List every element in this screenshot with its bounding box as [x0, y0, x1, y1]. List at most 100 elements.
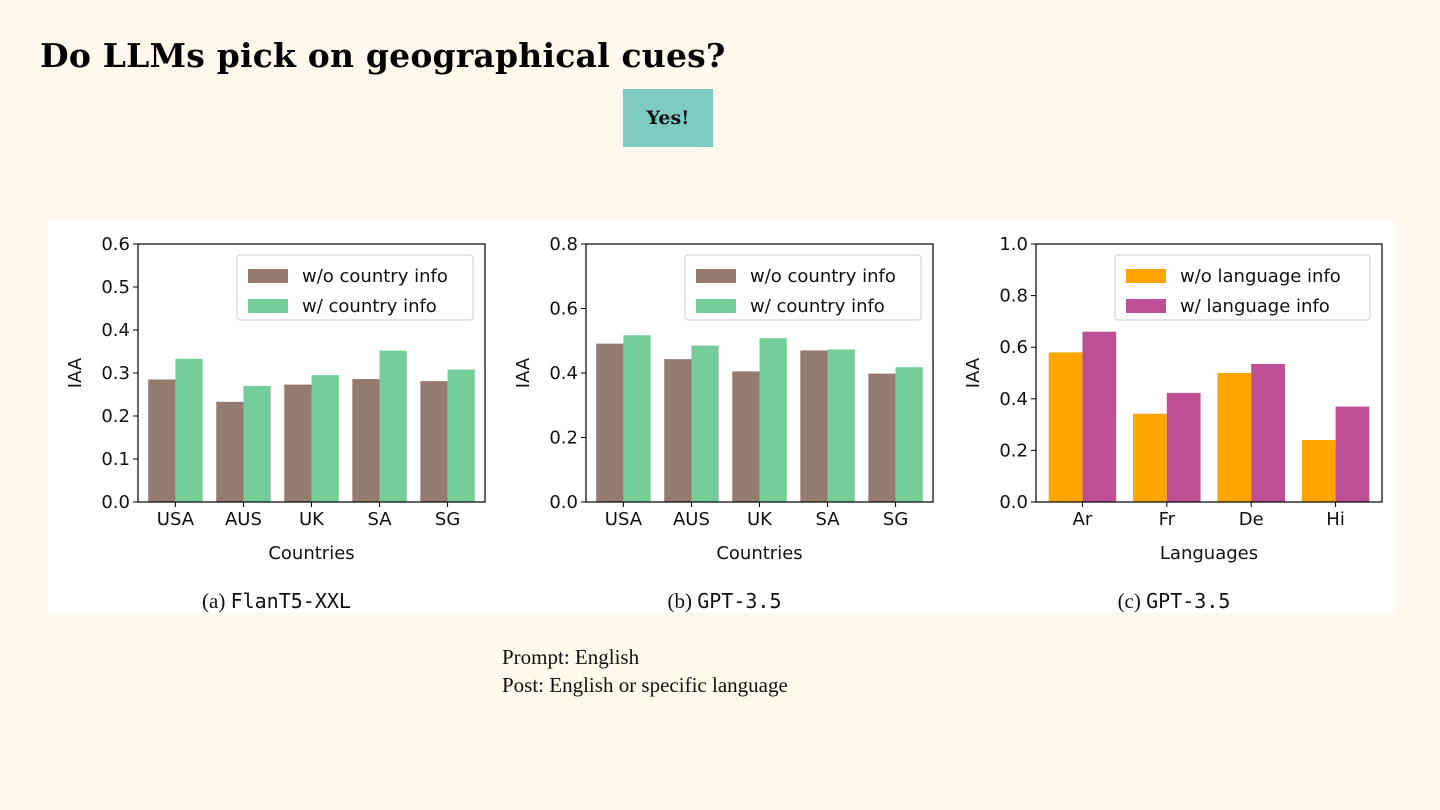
bar-fr-series-1 — [1133, 413, 1167, 502]
bar-ar-series-2 — [1082, 331, 1117, 502]
caption-prefix: (c) — [1118, 589, 1147, 613]
slide-title: Do LLMs pick on geographical cues? — [40, 36, 726, 75]
legend-label: w/ country info — [302, 296, 437, 317]
y-tick-label: 0.6 — [101, 234, 130, 255]
plot-frame — [137, 243, 486, 503]
y-axis-label: IAA — [513, 357, 534, 388]
subfigure-caption: (a) FlanT5-XXL — [202, 589, 351, 613]
chart-1: USA AUS UK SA SG 0.0 0.1 0.2 0.3 0.4 0.5 0.6 Countri… — [65, 234, 486, 613]
legend-label: w/ country info — [750, 296, 885, 317]
bar-usa-series-2 — [175, 358, 203, 502]
bar-hi-series-1 — [1301, 440, 1336, 502]
plot-frame — [1035, 243, 1383, 503]
x-tick-label: AUS — [673, 509, 710, 530]
x-axis-label: Languages — [1160, 543, 1258, 564]
y-tick-label: 1.0 — [999, 234, 1028, 255]
bar-de-series-2 — [1251, 363, 1285, 502]
legend-swatch — [1126, 299, 1166, 313]
legend-label: w/o language info — [1180, 266, 1341, 287]
bar-uk-series-2 — [759, 338, 787, 502]
y-tick-label: 0.2 — [101, 406, 130, 427]
caption-prefix: (b) — [667, 589, 697, 613]
legend-label: w/o country info — [750, 266, 896, 287]
chart-2: USA AUS UK SA SG 0.0 0.2 0.4 0.6 0.8 Countries IAA w… — [513, 234, 934, 613]
x-tick-label: UK — [299, 509, 325, 530]
legend-box — [684, 254, 922, 321]
charts-figure: USA AUS UK SA SG 0.0 0.1 0.2 0.3 0.4 0.5 0.6 Countri… — [65, 234, 1383, 613]
bar-uk-series-1 — [732, 371, 760, 502]
x-tick-label: Ar — [1073, 509, 1093, 530]
bar-aus-series-1 — [664, 359, 692, 502]
bar-hi-series-2 — [1335, 406, 1370, 502]
bar-aus-series-2 — [691, 345, 719, 502]
y-tick-label: 0.0 — [101, 492, 130, 513]
bar-usa-series-1 — [596, 343, 624, 502]
bar-sa-series-1 — [800, 350, 828, 502]
prompt-note: Prompt: English — [502, 645, 640, 669]
caption-model: FlanT5-XXL — [231, 589, 351, 613]
x-tick-label: SG — [883, 509, 908, 530]
y-tick-label: 0.0 — [549, 492, 578, 513]
bar-sg-series-2 — [447, 369, 475, 502]
figure-panel: USA AUS UK SA SG 0.0 0.1 0.2 0.3 0.4 0.5 0.6 Countri… — [48, 220, 1394, 613]
x-tick-label: SA — [816, 509, 841, 530]
subfigure-caption: (c) GPT-3.5 — [1118, 589, 1231, 613]
notes: Prompt: English Post: English or specifi… — [502, 643, 788, 699]
legend-label: w/ language info — [1180, 296, 1330, 317]
bar-fr-series-2 — [1166, 392, 1201, 502]
y-tick-label: 0.3 — [101, 363, 130, 384]
post-note: Post: English or specific language — [502, 673, 788, 697]
caption-prefix: (a) — [202, 589, 231, 613]
legend-label: w/o country info — [302, 266, 448, 287]
y-tick-label: 0.0 — [999, 492, 1028, 513]
y-tick-label: 0.1 — [101, 449, 130, 470]
x-tick-label: SA — [368, 509, 393, 530]
x-tick-label: Hi — [1326, 509, 1345, 530]
x-tick-label: SG — [435, 509, 460, 530]
caption-model: GPT-3.5 — [697, 589, 781, 613]
y-tick-label: 0.6 — [999, 337, 1028, 358]
x-tick-label: USA — [605, 509, 643, 530]
legend-swatch — [248, 299, 288, 313]
y-tick-label: 0.8 — [549, 234, 578, 255]
y-tick-label: 0.5 — [101, 277, 130, 298]
bar-sa-series-2 — [379, 350, 407, 502]
y-tick-label: 0.4 — [999, 389, 1028, 410]
bar-sg-series-1 — [868, 373, 896, 502]
y-axis-label: IAA — [65, 357, 86, 388]
bar-aus-series-1 — [216, 401, 244, 502]
y-tick-label: 0.4 — [101, 320, 130, 341]
x-axis-label: Countries — [268, 543, 354, 564]
bar-uk-series-2 — [311, 375, 339, 502]
bar-usa-series-2 — [623, 335, 651, 502]
bar-uk-series-1 — [284, 384, 312, 502]
bar-sa-series-2 — [827, 349, 855, 502]
chart-3: Ar Fr De Hi 0.0 0.2 0.4 0.6 0.8 1.0 Languages IAA w/… — [963, 234, 1383, 613]
y-tick-label: 0.2 — [999, 440, 1028, 461]
yes-callout: Yes! — [623, 89, 713, 147]
bar-aus-series-2 — [243, 385, 271, 502]
x-tick-label: De — [1239, 509, 1264, 530]
bar-sa-series-1 — [352, 379, 380, 502]
y-tick-label: 0.8 — [999, 286, 1028, 307]
x-tick-label: AUS — [225, 509, 262, 530]
legend-swatch — [696, 299, 736, 313]
y-tick-label: 0.2 — [549, 428, 578, 449]
bar-usa-series-1 — [148, 379, 176, 502]
legend-swatch — [696, 269, 736, 283]
subfigure-caption: (b) GPT-3.5 — [667, 589, 781, 613]
y-tick-label: 0.6 — [549, 299, 578, 320]
bar-ar-series-1 — [1048, 352, 1083, 502]
bar-sg-series-2 — [895, 367, 923, 502]
y-axis-label: IAA — [963, 357, 984, 388]
x-tick-label: UK — [747, 509, 773, 530]
legend-swatch — [1126, 269, 1166, 283]
x-tick-label: USA — [157, 509, 195, 530]
x-axis-label: Countries — [716, 543, 802, 564]
x-tick-label: Fr — [1159, 509, 1176, 530]
legend-swatch — [248, 269, 288, 283]
plot-frame — [585, 243, 934, 503]
y-tick-label: 0.4 — [549, 363, 578, 384]
legend-box — [236, 254, 474, 321]
legend-box — [1114, 254, 1371, 321]
